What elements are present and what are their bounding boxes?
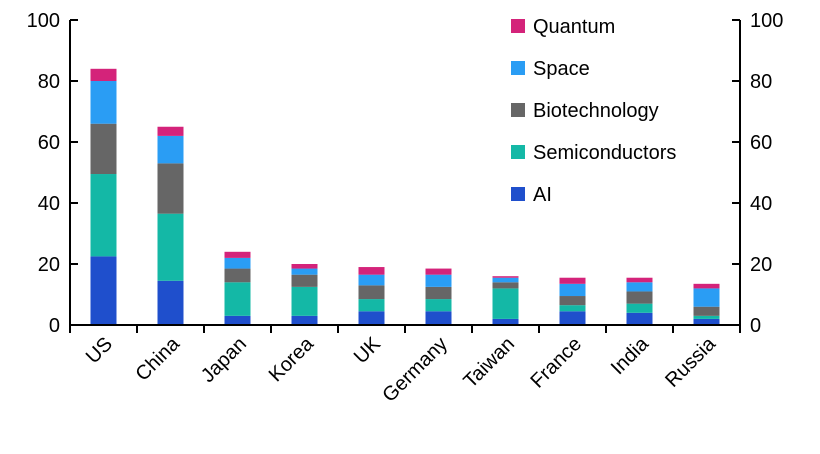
bar-japan-quantum [224,251,251,258]
bar-germany-space [425,274,452,287]
bar-korea-space [291,268,318,275]
bar-korea-quantum [291,264,318,269]
bar-korea-semiconductors [291,286,318,316]
bar-taiwan-quantum [492,276,519,278]
bar-germany-ai [425,311,452,325]
bar-japan-space [224,257,251,269]
bar-china-quantum [157,126,184,136]
legend-label-quantum: Quantum [533,16,615,38]
bar-india-space [626,282,653,292]
legend-swatch-biotechnology [511,103,525,117]
bar-china-semiconductors [157,213,184,281]
bar-uk-biotechnology [358,285,385,300]
left-tick-label: 100 [27,10,60,32]
right-tick-label: 100 [750,10,783,32]
bar-us-space [90,81,117,124]
bar-russia-space [693,288,720,307]
category-label-china: China [132,332,185,385]
bar-china-space [157,135,184,164]
bar-korea-biotechnology [291,274,318,287]
category-label-france: France [526,333,586,393]
category-label-uk: UK [350,333,386,369]
bar-us-semiconductors [90,174,117,257]
bar-us-biotechnology [90,123,117,175]
bar-france-ai [559,311,586,325]
category-label-india: India [607,332,654,379]
bar-france-semiconductors [559,305,586,312]
right-tick-label: 40 [750,193,772,215]
bar-france-space [559,283,586,297]
category-label-russia: Russia [661,332,720,391]
right-tick-label: 80 [750,71,772,93]
bar-germany-semiconductors [425,299,452,312]
legend-label-ai: AI [533,184,552,206]
legend-label-space: Space [533,58,590,80]
category-label-germany: Germany [378,333,452,407]
left-tick-label: 80 [38,71,60,93]
bars-group [90,68,720,325]
bar-japan-biotechnology [224,268,251,283]
bar-germany-biotechnology [425,286,452,300]
left-tick-label: 20 [38,254,60,276]
bar-uk-semiconductors [358,299,385,312]
bar-taiwan-semiconductors [492,288,519,319]
bar-india-biotechnology [626,291,653,304]
legend-label-semiconductors: Semiconductors [533,142,676,164]
bar-france-quantum [559,277,586,284]
bar-korea-ai [291,315,318,325]
bar-uk-quantum [358,267,385,275]
bar-us-ai [90,256,117,325]
category-label-taiwan: Taiwan [459,333,519,393]
bar-taiwan-biotechnology [492,282,519,289]
bar-taiwan-space [492,277,519,283]
bar-russia-ai [693,318,720,325]
bar-india-ai [626,312,653,325]
category-label-us: US [82,333,117,368]
left-tick-label: 0 [49,315,60,337]
left-y-axis: 0 20 40 60 80 100 [27,10,78,337]
plot-area: 0 20 40 60 80 100 0 20 40 60 80 100 US China Japan Ko… [27,10,784,407]
legend-swatch-space [511,61,525,75]
bar-india-quantum [626,277,653,283]
category-label-japan: Japan [197,333,251,387]
bar-china-biotechnology [157,163,184,214]
legend-swatch-quantum [511,19,525,33]
right-tick-label: 60 [750,132,772,154]
bar-japan-ai [224,315,251,325]
legend: Quantum Space Biotechnology Semiconductors A… [511,16,676,206]
legend-label-biotechnology: Biotechnology [533,100,659,122]
right-tick-label: 0 [750,315,761,337]
bar-uk-space [358,274,385,286]
right-tick-label: 20 [750,254,772,276]
bar-china-ai [157,280,184,325]
left-tick-label: 60 [38,132,60,154]
bar-taiwan-ai [492,318,519,325]
bar-france-biotechnology [559,296,586,306]
bar-india-semiconductors [626,303,653,313]
legend-swatch-semiconductors [511,145,525,159]
category-label-korea: Korea [265,332,319,386]
bar-uk-ai [358,311,385,325]
bar-japan-semiconductors [224,282,251,316]
legend-swatch-ai [511,187,525,201]
bar-russia-semiconductors [693,315,720,319]
bar-russia-quantum [693,283,720,289]
bar-russia-biotechnology [693,306,720,316]
bar-us-quantum [90,68,117,81]
right-y-axis: 0 20 40 60 80 100 [732,10,783,337]
left-tick-label: 40 [38,193,60,215]
bar-germany-quantum [425,268,452,275]
